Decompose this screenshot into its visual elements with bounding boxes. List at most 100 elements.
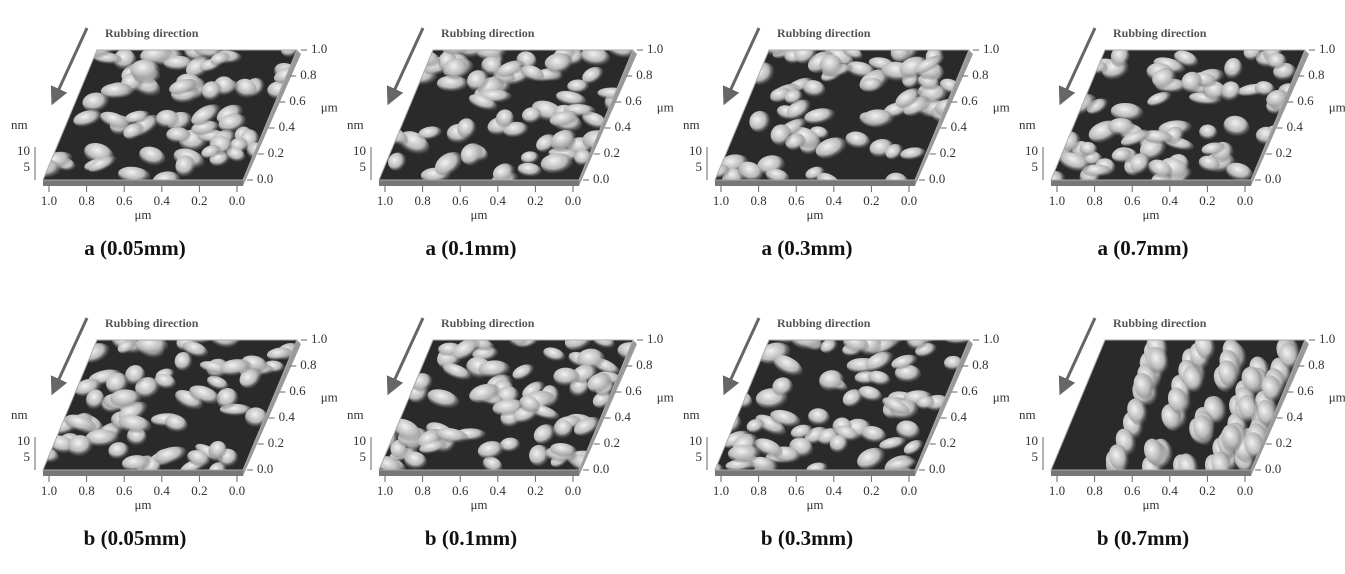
z-axis-label: nm — [347, 117, 364, 132]
grain — [891, 354, 918, 370]
y-tick-label: 0.8 — [1308, 67, 1324, 82]
grain — [154, 446, 188, 465]
grain — [152, 171, 181, 180]
rubbing-arrow — [50, 27, 89, 106]
y-tick-label: 0.6 — [625, 383, 642, 398]
grain — [550, 442, 578, 458]
y-tick-label: 0.2 — [268, 435, 284, 450]
grain — [1254, 81, 1275, 97]
grain — [520, 65, 545, 83]
y-tick-label: 0.0 — [1265, 461, 1281, 476]
grain — [1079, 141, 1098, 157]
grain — [467, 70, 490, 92]
grain — [773, 355, 803, 378]
panel-caption: b (0.7mm) — [1097, 526, 1189, 550]
y-tick-label: 0.0 — [257, 461, 273, 476]
grain — [540, 153, 574, 174]
grain — [573, 416, 602, 436]
grain — [1223, 115, 1250, 138]
x-tick-label: 0.6 — [1124, 193, 1141, 208]
y-tick-label: 0.6 — [961, 383, 978, 398]
surface-outline — [42, 339, 298, 471]
grain — [533, 424, 557, 445]
grain — [478, 360, 511, 379]
grain — [1243, 50, 1264, 61]
panel-caption: b (0.05mm) — [84, 526, 187, 550]
grain — [1238, 394, 1260, 422]
y-tick-label: 0.8 — [972, 357, 988, 372]
y-tick-label: 0.2 — [268, 145, 284, 160]
grain — [441, 50, 469, 56]
grain — [755, 414, 786, 437]
x-tick-label: 0.4 — [1162, 193, 1179, 208]
rubbing-arrow — [722, 317, 761, 396]
grain — [191, 104, 222, 126]
x-tick-label: 0.2 — [527, 483, 543, 498]
x-tick-label: 1.0 — [713, 483, 729, 498]
x-tick-label: 0.4 — [154, 193, 171, 208]
rubbing-label: Rubbing direction — [777, 26, 871, 40]
grain — [135, 340, 169, 355]
grain — [845, 131, 871, 150]
y-tick-label: 0.0 — [257, 171, 273, 186]
grain — [592, 340, 615, 350]
y-tick-label: 0.8 — [636, 67, 652, 82]
panel-caption: a (0.3mm) — [762, 236, 853, 260]
y-tick-label: 0.2 — [604, 435, 620, 450]
x-tick-label: 1.0 — [41, 193, 57, 208]
grain — [551, 129, 577, 150]
grain — [715, 164, 731, 179]
y-tick-label: 1.0 — [983, 41, 999, 56]
grain — [606, 50, 633, 60]
grain — [121, 455, 152, 470]
afm-panel: Rubbing direction nm 105 1.0 0.8 0.6 0.4 0.2 0.0… — [1019, 26, 1345, 260]
grain — [85, 389, 105, 411]
grain — [587, 372, 613, 393]
surface-front-edge — [43, 470, 243, 476]
y-axis-label: μm — [1329, 99, 1345, 114]
y-tick-label: 0.0 — [593, 461, 609, 476]
grain — [746, 418, 765, 434]
rubbing-arrow — [50, 317, 89, 396]
grain — [130, 59, 160, 82]
surface-front-edge — [715, 470, 915, 476]
grain — [715, 463, 724, 470]
x-axis-label: μm — [470, 207, 487, 222]
x-tick-label: 0.2 — [1199, 193, 1215, 208]
grain — [113, 50, 137, 71]
grain — [754, 438, 783, 459]
grain — [201, 145, 222, 159]
grain — [210, 52, 231, 66]
grain — [82, 92, 110, 113]
x-axis-label: μm — [1142, 207, 1159, 222]
grain — [1222, 424, 1244, 452]
grain — [1082, 164, 1112, 178]
grain — [508, 340, 528, 348]
grain — [73, 110, 103, 127]
z-tick-label: 5 — [1032, 159, 1039, 174]
grain — [582, 66, 605, 84]
x-tick-label: 0.8 — [78, 483, 94, 498]
surface-texture — [43, 50, 297, 180]
grain — [482, 456, 503, 470]
grain — [154, 373, 176, 390]
grain — [750, 456, 776, 470]
rubbing-label: Rubbing direction — [441, 316, 535, 330]
rubbing-label: Rubbing direction — [105, 26, 199, 40]
rubbing-arrow — [1058, 27, 1097, 106]
surface-outline — [714, 49, 970, 181]
grain — [553, 367, 580, 387]
grain — [427, 389, 460, 410]
grain — [1177, 453, 1200, 470]
grain — [522, 107, 543, 124]
x-tick-label: 1.0 — [377, 483, 393, 498]
y-tick-label: 0.2 — [1276, 435, 1292, 450]
grain — [577, 348, 606, 371]
z-tick-label: 10 — [17, 143, 30, 158]
y-tick-label: 0.8 — [300, 67, 316, 82]
grain — [118, 414, 152, 435]
z-tick-label: 10 — [1025, 433, 1038, 448]
grain — [210, 340, 237, 349]
grain — [201, 81, 223, 102]
